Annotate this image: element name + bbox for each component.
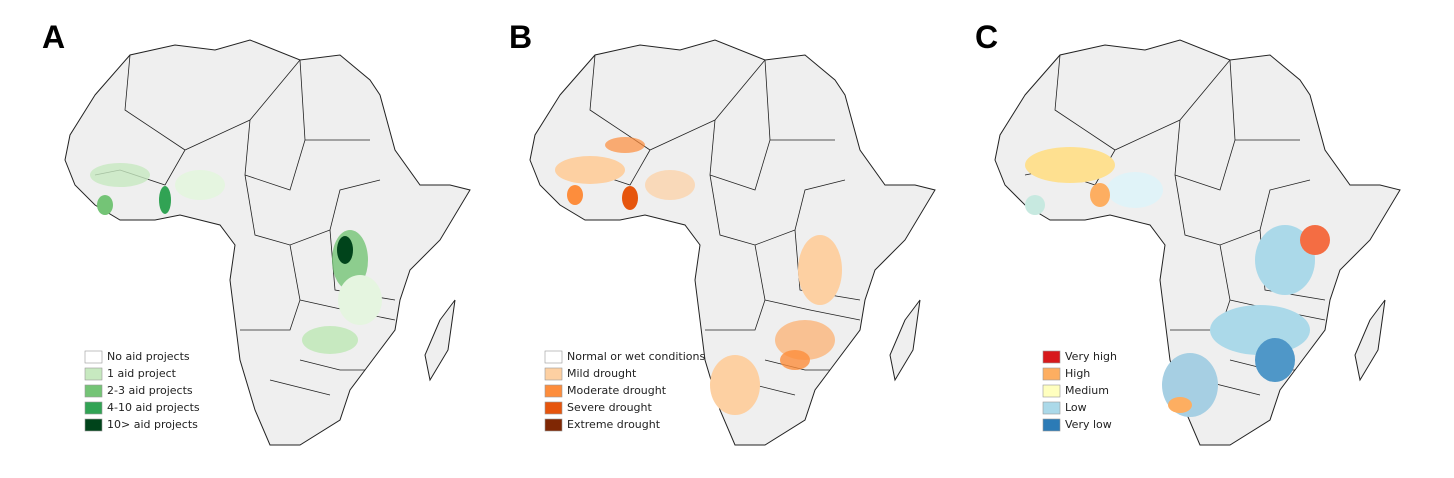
legend-swatch: [1042, 418, 1061, 432]
legend-label: No aid projects: [107, 350, 190, 363]
legend-swatch: [84, 367, 103, 381]
legend-swatch: [544, 384, 563, 398]
legend-label: Medium: [1065, 384, 1109, 397]
legend-label: 10> aid projects: [107, 418, 198, 431]
legend-label: 4-10 aid projects: [107, 401, 200, 414]
legend-swatch: [1042, 384, 1061, 398]
legend-swatch: [84, 350, 103, 364]
panel-letter: A: [42, 19, 65, 55]
map-panel-c: [994, 39, 1401, 446]
map-panel-a: [64, 39, 471, 446]
legend-label: Low: [1065, 401, 1087, 414]
panel-letter: B: [509, 19, 532, 55]
legend-label: Normal or wet conditions: [567, 350, 705, 363]
legend-swatch: [544, 350, 563, 364]
legend-label: Very low: [1065, 418, 1112, 431]
legend-label: 1 aid project: [107, 367, 177, 380]
legend-swatch: [84, 401, 103, 415]
panel-letter: C: [975, 19, 998, 55]
legend-label: High: [1065, 367, 1090, 380]
legend-swatch: [544, 401, 563, 415]
legend-label: 2-3 aid projects: [107, 384, 193, 397]
map-panel-b: [529, 39, 936, 446]
legend-swatch: [84, 418, 103, 432]
legend-swatch: [84, 384, 103, 398]
legend-swatch: [1042, 350, 1061, 364]
legend-label: Severe drought: [567, 401, 652, 414]
legend-label: Mild drought: [567, 367, 637, 380]
legend-label: Moderate drought: [567, 384, 667, 397]
legend-swatch: [1042, 401, 1061, 415]
legend-label: Extreme drought: [567, 418, 661, 431]
legend-swatch: [544, 367, 563, 381]
legend-label: Very high: [1065, 350, 1117, 363]
legend-swatch: [1042, 367, 1061, 381]
legend-swatch: [544, 418, 563, 432]
